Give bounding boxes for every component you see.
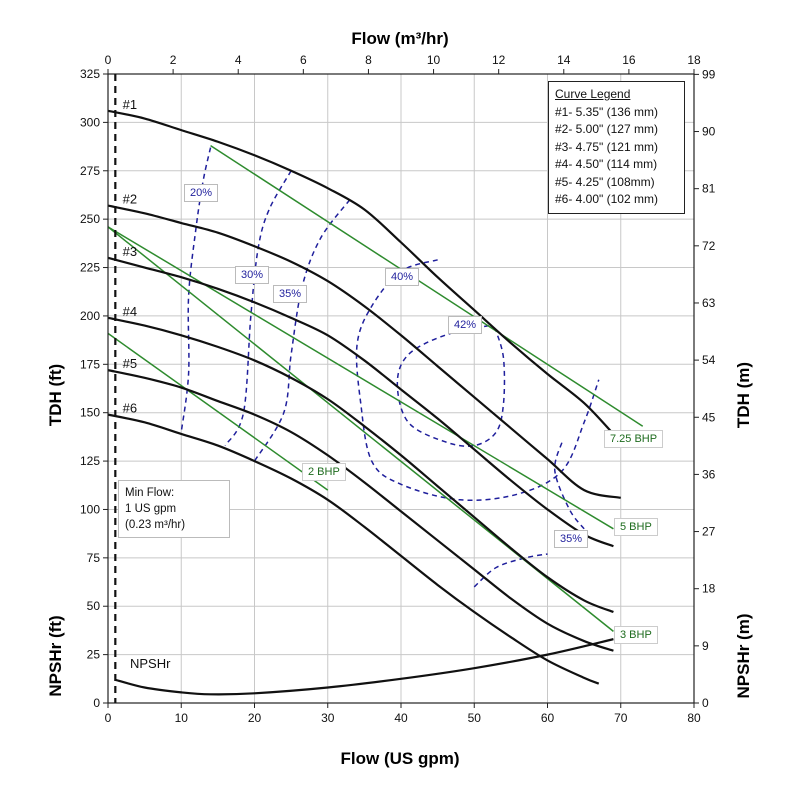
curve-label: #2 [123, 192, 137, 207]
curve-label: NPSHr [130, 656, 171, 671]
x-tick-label-top: 2 [170, 53, 177, 67]
head-curve-npshr [115, 638, 614, 696]
bhp-label: 2 BHP [302, 463, 346, 481]
head-curve-n1 [107, 109, 615, 435]
efficiency-label: 30% [235, 266, 270, 284]
efficiency-contour [553, 441, 585, 530]
y-tick-label-left: 325 [80, 67, 100, 81]
efficiency-label: 35% [273, 285, 308, 303]
bhp-line [210, 144, 644, 427]
y-tick-label-right: 99 [702, 67, 716, 81]
curve-legend: Curve Legend #1- 5.35" (136 mm) #2- 5.00… [548, 81, 685, 214]
efficiency-contour [396, 324, 506, 447]
min-flow-note: Min Flow: 1 US gpm (0.23 m³/hr) [118, 480, 230, 538]
legend-entry: #1- 5.35" (136 mm) [555, 104, 658, 119]
head-curve-n5 [107, 369, 614, 652]
efficiency-label: 42% [448, 316, 483, 334]
curve-label: #1 [123, 97, 137, 112]
legend-entry: #2- 5.00" (127 mm) [555, 122, 658, 136]
x-tick-label-bottom: 0 [105, 711, 112, 725]
y-tick-label-left: 75 [87, 551, 101, 565]
legend-entry: #3- 4.75" (121 mm) [555, 139, 658, 154]
x-tick-label-bottom: 60 [541, 711, 555, 725]
legend-title: Curve Legend [555, 87, 631, 101]
curve-label: #6 [123, 401, 137, 416]
curve-label: #5 [123, 356, 137, 371]
bhp-label: 3 BHP [614, 626, 658, 644]
y-tick-label-right: 9 [702, 639, 709, 653]
efficiency-contour [224, 170, 292, 447]
y-tick-label-right: 81 [702, 182, 716, 196]
legend-entry: #5- 4.25" (108mm) [555, 174, 655, 189]
y-tick-label-right: 18 [702, 582, 716, 596]
y-tick-label-left: 250 [80, 212, 100, 226]
curve-label: #3 [123, 244, 137, 259]
x-tick-label-bottom: 50 [468, 711, 482, 725]
efficiency-contour [355, 259, 600, 501]
y-tick-label-left: 200 [80, 309, 100, 323]
y-tick-label-right: 36 [702, 467, 716, 481]
y-tick-label-right: 54 [702, 353, 716, 367]
efficiency-contour [180, 147, 212, 433]
y-tick-label-left: 50 [87, 599, 101, 613]
x-tick-label-bottom: 30 [321, 711, 335, 725]
x-tick-label-top: 0 [105, 53, 112, 67]
legend-entry: #4- 4.50" (114 mm) [555, 157, 658, 171]
y-tick-label-right: 63 [702, 296, 716, 310]
y-axis-title-left: TDH (ft) [46, 363, 65, 427]
head-curve-n4 [107, 316, 614, 614]
y-tick-label-left: 150 [80, 406, 100, 420]
bhp-line [107, 226, 614, 530]
y-axis-title-right: TDH (m) [734, 361, 753, 429]
x-tick-label-top: 18 [687, 53, 701, 67]
y-tick-label-right: 72 [702, 239, 716, 253]
head-curve-n3 [107, 256, 614, 548]
head-curve-n2 [107, 204, 621, 499]
x-tick-label-bottom: 80 [687, 711, 701, 725]
min-flow-line: 1 US gpm [125, 503, 177, 515]
y-tick-label-left: 0 [93, 696, 100, 710]
efficiency-contour [253, 199, 351, 462]
x-tick-label-top: 16 [622, 53, 636, 67]
x-tick-label-top: 14 [557, 53, 571, 67]
x-tick-label-top: 6 [300, 53, 307, 67]
y-tick-label-left: 300 [80, 115, 100, 129]
x-tick-label-top: 12 [492, 53, 506, 67]
y-tick-label-left: 125 [80, 454, 100, 468]
bhp-line [107, 332, 329, 491]
x-tick-label-bottom: 40 [394, 711, 408, 725]
x-tick-label-top: 8 [365, 53, 372, 67]
min-flow-line: Min Flow: [125, 487, 175, 499]
efficiency-label: 20% [184, 184, 219, 202]
x-tick-label-bottom: 10 [175, 711, 189, 725]
y-tick-label-left: 25 [87, 648, 101, 662]
y-tick-label-right: 0 [702, 696, 709, 710]
y-tick-label-left: 175 [80, 357, 100, 371]
legend-entry: #6- 4.00" (102 mm) [555, 192, 658, 206]
bhp-label: 7.25 BHP [604, 430, 664, 448]
y-tick-label-left: 275 [80, 164, 100, 178]
y-tick-label-left: 100 [80, 502, 100, 516]
bhp-label: 5 BHP [614, 518, 658, 536]
x-axis-title-bottom: Flow (US gpm) [340, 749, 460, 768]
y-tick-label-right: 90 [702, 125, 716, 139]
x-tick-label-bottom: 70 [614, 711, 628, 725]
x-tick-label-bottom: 20 [248, 711, 262, 725]
efficiency-label: 35% [554, 530, 589, 548]
y-axis-title-right-lower: NPSHr (m) [734, 613, 753, 699]
x-tick-label-top: 10 [427, 53, 441, 67]
min-flow-line: (0.23 m³/hr) [125, 519, 186, 531]
y-tick-label-left: 225 [80, 261, 100, 275]
y-tick-label-right: 45 [702, 410, 716, 424]
curve-label: #4 [123, 304, 137, 319]
efficiency-label: 40% [385, 268, 420, 286]
y-tick-label-right: 27 [702, 525, 716, 539]
x-tick-label-top: 4 [235, 53, 242, 67]
x-axis-title-top: Flow (m³/hr) [351, 29, 449, 48]
y-axis-title-left-lower: NPSHr (ft) [46, 615, 65, 697]
head-curve-n6 [107, 413, 600, 685]
